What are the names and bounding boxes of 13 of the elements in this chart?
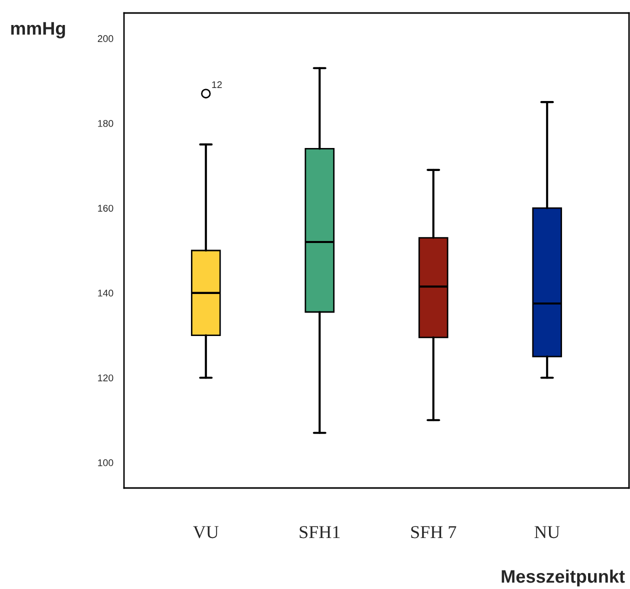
x-tick-label: VU: [193, 526, 219, 538]
y-tick-label: 120: [98, 374, 114, 382]
y-tick-label: 140: [98, 290, 114, 297]
y-axis-title: mmHg: [11, 22, 65, 38]
y-tick-label: 200: [98, 35, 114, 42]
y-tick-label: 180: [98, 120, 114, 127]
y-tick-label: 100: [98, 459, 114, 466]
annotation: 12: [212, 81, 222, 88]
x-tick-label: NU: [534, 526, 560, 538]
x-axis-title: Messzeitpunkt: [502, 570, 625, 586]
y-tick-label: 160: [98, 204, 114, 212]
x-tick-label: SFH 7: [411, 526, 456, 538]
x-tick-label: SFH1: [300, 526, 340, 538]
